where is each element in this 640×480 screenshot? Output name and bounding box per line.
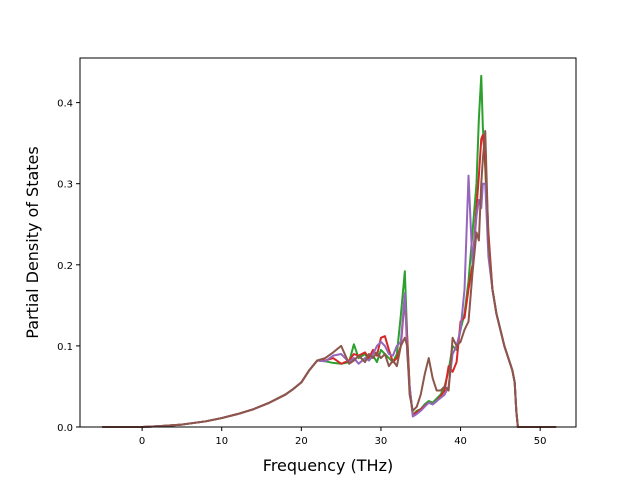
y-tick-label: 0.4 — [57, 99, 73, 110]
series-line-4 — [102, 129, 557, 428]
y-axis-label: Partial Density of States — [23, 146, 42, 338]
x-tick-label: 40 — [454, 436, 467, 447]
series-line-2 — [102, 134, 557, 428]
series-lines — [102, 74, 557, 428]
plot-frame — [79, 57, 577, 428]
y-tick-label: 0.0 — [57, 423, 73, 434]
y-tick-label: 0.3 — [57, 180, 73, 191]
y-tick-label: 0.2 — [57, 261, 73, 272]
x-tick-label: 20 — [295, 436, 308, 447]
x-axis-ticks: 0 10 20 30 40 50 — [139, 427, 547, 447]
y-axis-ticks: 0.0 0.1 0.2 0.3 0.4 — [57, 99, 80, 434]
x-tick-label: 0 — [139, 436, 145, 447]
x-tick-label: 30 — [375, 436, 388, 447]
y-tick-label: 0.1 — [57, 342, 73, 353]
x-axis-label: Frequency (THz) — [263, 456, 393, 475]
x-tick-label: 10 — [215, 436, 228, 447]
x-tick-label: 50 — [534, 436, 547, 447]
